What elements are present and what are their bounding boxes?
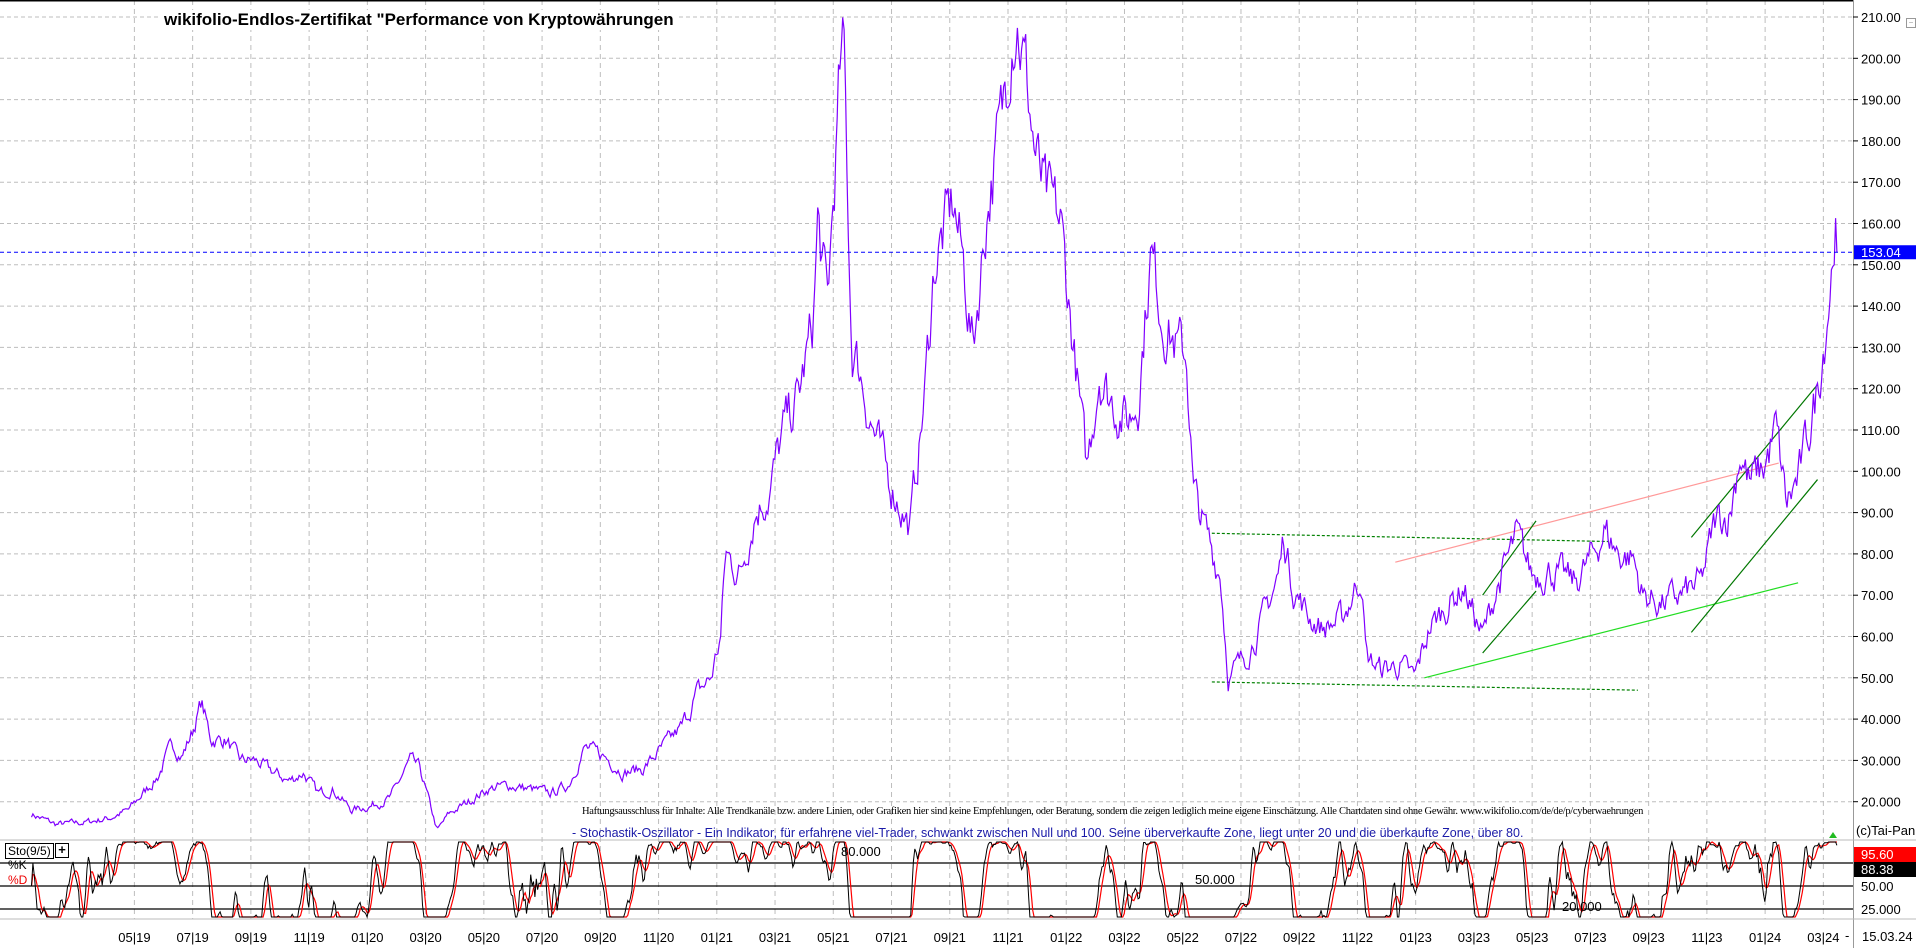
date-tick-label: 07|21 bbox=[875, 930, 907, 945]
last-price-label: 153.04 bbox=[1861, 245, 1901, 260]
date-tick-label: 01|23 bbox=[1400, 930, 1432, 945]
price-tick-label: 110.00 bbox=[1861, 423, 1900, 438]
trendline-support-dashed[interactable] bbox=[1211, 681, 1638, 691]
date-tick-label: 01|22 bbox=[1050, 930, 1082, 945]
stochastic-description: - Stochastik-Oszillator - Ein Indikator,… bbox=[572, 826, 1524, 840]
stoch-tick-label: 50.00 bbox=[1861, 879, 1894, 894]
price-tick-label: 60.00 bbox=[1861, 630, 1894, 645]
price-tick-label: 170.00 bbox=[1861, 175, 1901, 190]
price-tick-label: 200.00 bbox=[1861, 51, 1901, 66]
date-tick-label: 11|19 bbox=[293, 930, 324, 945]
date-tick-label: 11|21 bbox=[992, 930, 1023, 945]
last-d-box bbox=[1854, 862, 1916, 877]
date-tick-label: 03|23 bbox=[1458, 930, 1490, 945]
price-tick-label: 20.000 bbox=[1861, 795, 1901, 810]
date-tick-label: 07|19 bbox=[176, 930, 208, 945]
trendline-resistance-dashed[interactable] bbox=[1211, 532, 1609, 543]
date-tick-label: 05|19 bbox=[118, 930, 150, 945]
price-tick-label: 140.00 bbox=[1861, 299, 1901, 314]
k-legend: %K bbox=[8, 858, 27, 872]
price-tick-label: 190.00 bbox=[1861, 93, 1901, 108]
stochastic-indicator-label[interactable]: Sto(9/5) bbox=[5, 843, 54, 859]
trendline-channel-2023-upper[interactable] bbox=[1482, 520, 1537, 596]
stoch-overlay-label: 20.000 bbox=[1562, 899, 1602, 914]
stoch-overlay-label: 80.000 bbox=[841, 844, 881, 859]
grid bbox=[0, 0, 1853, 919]
last-k-box bbox=[1854, 847, 1916, 862]
date-tick-label: 05|21 bbox=[817, 930, 849, 945]
date-tick-label: 09|22 bbox=[1283, 930, 1315, 945]
price-tick-label: 90.00 bbox=[1861, 506, 1894, 521]
price-tick-label: 80.00 bbox=[1861, 547, 1894, 562]
trendline-channel-2024-lower[interactable] bbox=[1690, 479, 1818, 633]
add-indicator-button[interactable]: + bbox=[55, 843, 69, 858]
date-tick-label: 01|20 bbox=[351, 930, 383, 945]
date-tick-label: 03|20 bbox=[409, 930, 441, 945]
date-tick-label: 11|23 bbox=[1691, 930, 1722, 945]
axis-dash: - bbox=[1845, 928, 1850, 943]
date-tick-label: 07|22 bbox=[1225, 930, 1257, 945]
date-tick-label: 01|24 bbox=[1749, 930, 1781, 945]
date-tick-label: 09|20 bbox=[584, 930, 616, 945]
date-tick-label: 03|21 bbox=[759, 930, 791, 945]
stoch-k-line bbox=[31, 840, 1838, 919]
disclaimer-text: Haftungsausschluss für Inhalte: Alle Tre… bbox=[582, 806, 1644, 817]
d-legend: %D bbox=[8, 873, 28, 887]
price-tick-label: 180.00 bbox=[1861, 134, 1901, 149]
date-tick-label: 01|21 bbox=[701, 930, 733, 945]
end-date-label: 15.03.24 bbox=[1862, 929, 1913, 944]
price-tick-label: 30.000 bbox=[1861, 753, 1901, 768]
price-tick-label: 150.00 bbox=[1861, 258, 1901, 273]
date-tick-label: 11|20 bbox=[643, 930, 674, 945]
price-line bbox=[30, 17, 1838, 829]
date-tick-label: 09|19 bbox=[235, 930, 267, 945]
last-price-box bbox=[1854, 245, 1916, 260]
last-d-label: 88.38 bbox=[1861, 862, 1894, 877]
last-k-label: 95.60 bbox=[1861, 847, 1894, 862]
date-tick-label: 11|22 bbox=[1342, 930, 1373, 945]
date-tick-label: 05|22 bbox=[1167, 930, 1199, 945]
date-tick-label: 09|21 bbox=[934, 930, 966, 945]
price-tick-label: 210.00 bbox=[1861, 10, 1901, 25]
price-tick-label: 120.00 bbox=[1861, 382, 1901, 397]
price-series: 153.04 bbox=[0, 17, 1916, 829]
chart-title: wikifolio-Endlos-Zertifikat "Performance… bbox=[160, 10, 678, 30]
date-tick-label: 05|23 bbox=[1516, 930, 1548, 945]
signal-marker-icon bbox=[1829, 832, 1837, 838]
price-tick-label: 100.00 bbox=[1861, 464, 1901, 479]
minimize-panel-button[interactable]: − bbox=[1906, 18, 1916, 28]
trendline-channel-2023-lower[interactable] bbox=[1482, 590, 1537, 654]
stoch-overlay-label: 50.000 bbox=[1195, 872, 1235, 887]
price-tick-label: 50.00 bbox=[1861, 671, 1894, 686]
date-tick-label: 03|24 bbox=[1807, 930, 1839, 945]
stoch-tick-label: 25.000 bbox=[1861, 902, 1901, 917]
price-tick-label: 70.00 bbox=[1861, 588, 1894, 603]
trendlines bbox=[1211, 384, 1818, 691]
date-tick-label: 03|22 bbox=[1108, 930, 1140, 945]
price-tick-label: 160.00 bbox=[1861, 217, 1901, 232]
date-tick-label: 09|23 bbox=[1632, 930, 1664, 945]
price-tick-label: 130.00 bbox=[1861, 340, 1901, 355]
date-tick-label: 07|23 bbox=[1574, 930, 1606, 945]
date-tick-label: 07|20 bbox=[526, 930, 558, 945]
copyright-label: (c)Tai-Pan bbox=[1856, 823, 1916, 838]
date-tick-label: 05|20 bbox=[468, 930, 500, 945]
price-tick-label: 40.000 bbox=[1861, 712, 1901, 727]
trendline-long-uptrend[interactable] bbox=[1424, 582, 1799, 679]
trendline-pink-resistance[interactable] bbox=[1395, 462, 1779, 563]
